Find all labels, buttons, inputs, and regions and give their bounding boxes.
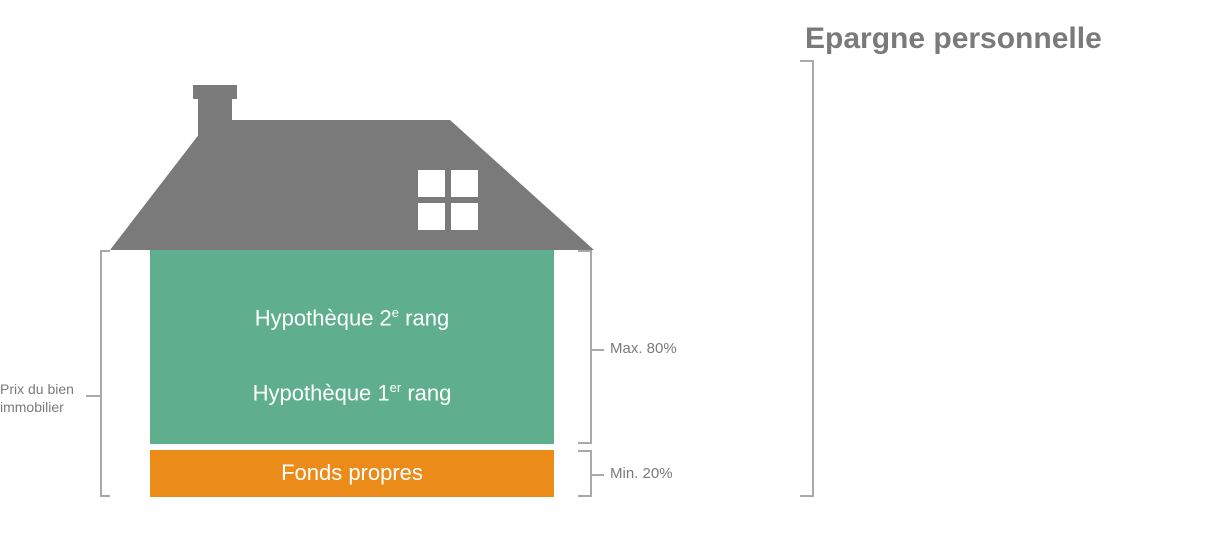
right-bracket-bottom [800, 495, 812, 497]
mid-bracket-lower-tick [590, 474, 604, 476]
mid-bracket-upper-tick [590, 349, 604, 351]
mid-bracket-upper-top [578, 250, 590, 252]
mid-bracket-lower-top [578, 450, 590, 452]
mid-bracket-upper [590, 250, 592, 444]
right-bracket-top [800, 60, 812, 62]
mid-bracket-upper-label: Max. 80% [610, 340, 677, 357]
diagram-stage: Epargne personnelleHypothèque 2e rangHyp… [0, 0, 1217, 554]
mid-bracket-lower-bottom [578, 495, 590, 497]
price-label: Prix du bienimmobilier [0, 380, 74, 416]
segment-hyp: Hypothèque 2e rang Hypothèque 1er rang [150, 250, 554, 444]
price-label-line2: immobilier [0, 398, 74, 416]
segment-fonds: Fonds propres [150, 450, 554, 497]
segment-hyp-label-1: Hypothèque 1er rang [150, 380, 554, 406]
left-bracket [100, 250, 102, 497]
price-label-line1: Prix du bien [0, 380, 74, 398]
right-bracket [812, 60, 814, 497]
mid-bracket-lower-label: Min. 20% [610, 465, 673, 482]
left-bracket-top [100, 250, 110, 252]
left-bracket-tick [86, 395, 100, 397]
mid-bracket-upper-bottom [578, 442, 590, 444]
left-bracket-bottom [100, 495, 110, 497]
segment-hyp-label-0: Hypothèque 2e rang [150, 305, 554, 331]
segment-fonds-label-0: Fonds propres [150, 460, 554, 486]
